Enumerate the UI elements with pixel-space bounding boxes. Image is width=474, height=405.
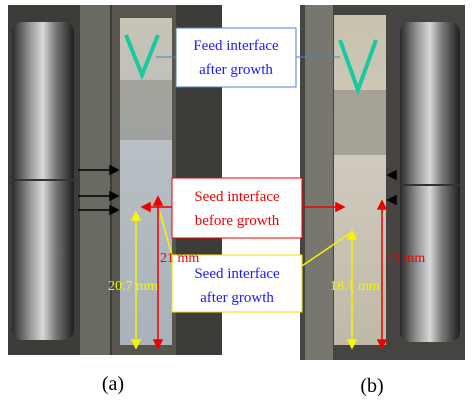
label: Seed interface	[194, 266, 280, 282]
label: Feed interface	[193, 38, 279, 54]
label: after growth	[199, 62, 273, 78]
label-box	[176, 28, 296, 87]
panel-label: (a)	[102, 373, 124, 395]
measurement: 21 mm	[160, 251, 199, 266]
measurement: 20.7 mm	[108, 279, 158, 294]
label-box	[172, 178, 302, 238]
measurement: 23 mm	[386, 251, 425, 266]
label: Seed interface	[194, 189, 280, 205]
measurement: 18.1 mm	[330, 279, 380, 294]
label: after growth	[200, 290, 274, 306]
figure: Feed interface after growth Seed interfa…	[0, 0, 474, 405]
panel-label: (b)	[360, 375, 383, 397]
label: before growth	[195, 213, 280, 229]
